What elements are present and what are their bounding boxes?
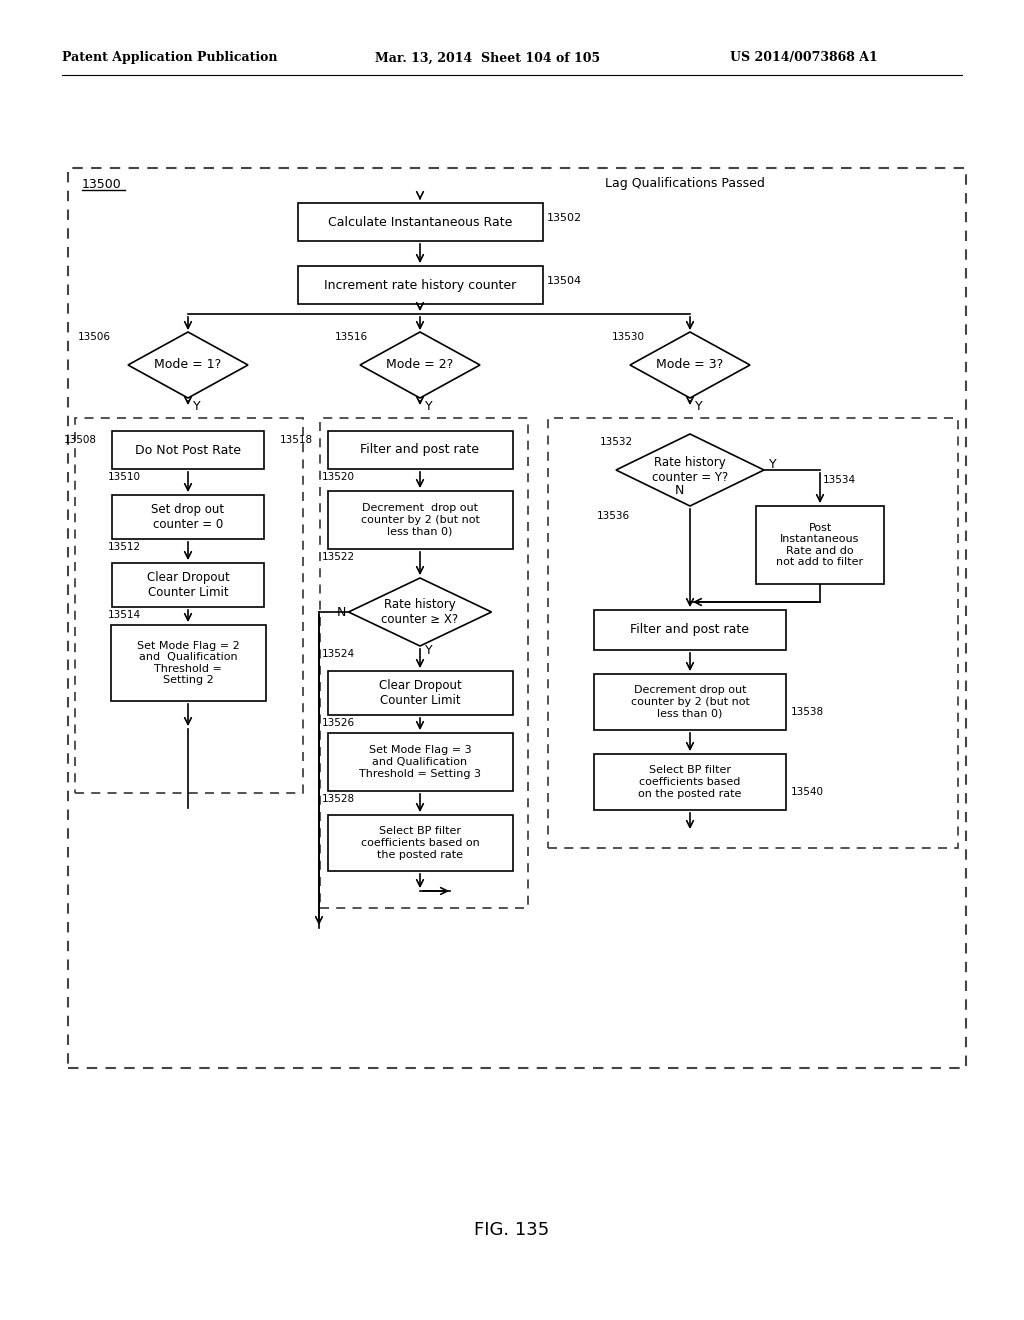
- Text: 13540: 13540: [791, 787, 824, 797]
- Text: Clear Dropout
Counter Limit: Clear Dropout Counter Limit: [379, 678, 462, 708]
- Text: FIG. 135: FIG. 135: [474, 1221, 550, 1239]
- FancyBboxPatch shape: [756, 506, 884, 583]
- Text: Lag Qualifications Passed: Lag Qualifications Passed: [605, 177, 765, 190]
- Text: 13528: 13528: [322, 795, 355, 804]
- Text: 13524: 13524: [322, 649, 355, 659]
- FancyBboxPatch shape: [328, 432, 512, 469]
- Text: Patent Application Publication: Patent Application Publication: [62, 51, 278, 65]
- Polygon shape: [630, 333, 750, 399]
- Text: Filter and post rate: Filter and post rate: [360, 444, 479, 457]
- Text: 13508: 13508: [63, 436, 97, 445]
- Text: 13516: 13516: [335, 333, 368, 342]
- Text: Set drop out
counter = 0: Set drop out counter = 0: [152, 503, 224, 531]
- Text: Clear Dropout
Counter Limit: Clear Dropout Counter Limit: [146, 572, 229, 599]
- Text: 13538: 13538: [791, 708, 824, 717]
- Text: Y: Y: [193, 400, 201, 412]
- Text: Rate history
counter = Y?: Rate history counter = Y?: [652, 455, 728, 484]
- Text: 13520: 13520: [322, 473, 355, 482]
- Text: Do Not Post Rate: Do Not Post Rate: [135, 444, 241, 457]
- Text: Set Mode Flag = 3
and Qualification
Threshold = Setting 3: Set Mode Flag = 3 and Qualification Thre…: [359, 746, 481, 779]
- Text: 13526: 13526: [322, 718, 355, 729]
- Text: 13506: 13506: [78, 333, 111, 342]
- FancyBboxPatch shape: [328, 491, 512, 549]
- FancyBboxPatch shape: [328, 671, 512, 715]
- FancyBboxPatch shape: [594, 610, 786, 649]
- Text: Y: Y: [425, 644, 432, 657]
- Text: Mode = 3?: Mode = 3?: [656, 359, 724, 371]
- Text: 13532: 13532: [600, 437, 633, 447]
- FancyBboxPatch shape: [112, 564, 264, 607]
- Text: N: N: [675, 483, 684, 496]
- Polygon shape: [360, 333, 480, 399]
- Text: Calculate Instantaneous Rate: Calculate Instantaneous Rate: [328, 215, 512, 228]
- Text: Y: Y: [425, 400, 432, 412]
- FancyBboxPatch shape: [594, 675, 786, 730]
- Text: 13530: 13530: [612, 333, 645, 342]
- FancyBboxPatch shape: [328, 733, 512, 791]
- Text: Mar. 13, 2014  Sheet 104 of 105: Mar. 13, 2014 Sheet 104 of 105: [375, 51, 600, 65]
- FancyBboxPatch shape: [328, 814, 512, 871]
- Text: Decrement drop out
counter by 2 (but not
less than 0): Decrement drop out counter by 2 (but not…: [631, 685, 750, 718]
- Text: 13536: 13536: [597, 511, 630, 521]
- FancyBboxPatch shape: [594, 754, 786, 810]
- Text: Post
Instantaneous
Rate and do
not add to filter: Post Instantaneous Rate and do not add t…: [776, 523, 863, 568]
- FancyBboxPatch shape: [298, 267, 543, 304]
- Text: N: N: [337, 606, 346, 619]
- Text: Set Mode Flag = 2
and  Qualification
Threshold =
Setting 2: Set Mode Flag = 2 and Qualification Thre…: [136, 640, 240, 685]
- FancyBboxPatch shape: [112, 495, 264, 539]
- Text: Filter and post rate: Filter and post rate: [631, 623, 750, 636]
- Text: Select BP filter
coefficients based
on the posted rate: Select BP filter coefficients based on t…: [638, 766, 741, 799]
- Text: 13518: 13518: [280, 436, 313, 445]
- Text: 13510: 13510: [108, 473, 141, 482]
- Text: 13502: 13502: [547, 213, 582, 223]
- Text: Y: Y: [769, 458, 776, 471]
- Text: US 2014/0073868 A1: US 2014/0073868 A1: [730, 51, 878, 65]
- Polygon shape: [128, 333, 248, 399]
- Text: Mode = 1?: Mode = 1?: [155, 359, 221, 371]
- Text: 13500: 13500: [82, 178, 122, 191]
- Polygon shape: [348, 578, 492, 645]
- Text: Select BP filter
coefficients based on
the posted rate: Select BP filter coefficients based on t…: [360, 826, 479, 859]
- Text: Decrement  drop out
counter by 2 (but not
less than 0): Decrement drop out counter by 2 (but not…: [360, 503, 479, 537]
- Text: 13512: 13512: [108, 543, 141, 552]
- Polygon shape: [616, 434, 764, 506]
- FancyBboxPatch shape: [111, 624, 265, 701]
- FancyBboxPatch shape: [112, 432, 264, 469]
- Text: 13504: 13504: [547, 276, 582, 286]
- Text: 13522: 13522: [322, 552, 355, 562]
- Text: 13514: 13514: [108, 610, 141, 620]
- Text: Increment rate history counter: Increment rate history counter: [324, 279, 516, 292]
- Text: Rate history
counter ≥ X?: Rate history counter ≥ X?: [381, 598, 459, 626]
- Text: Y: Y: [695, 400, 702, 412]
- Text: 13534: 13534: [823, 475, 856, 484]
- FancyBboxPatch shape: [298, 203, 543, 242]
- Text: Mode = 2?: Mode = 2?: [386, 359, 454, 371]
